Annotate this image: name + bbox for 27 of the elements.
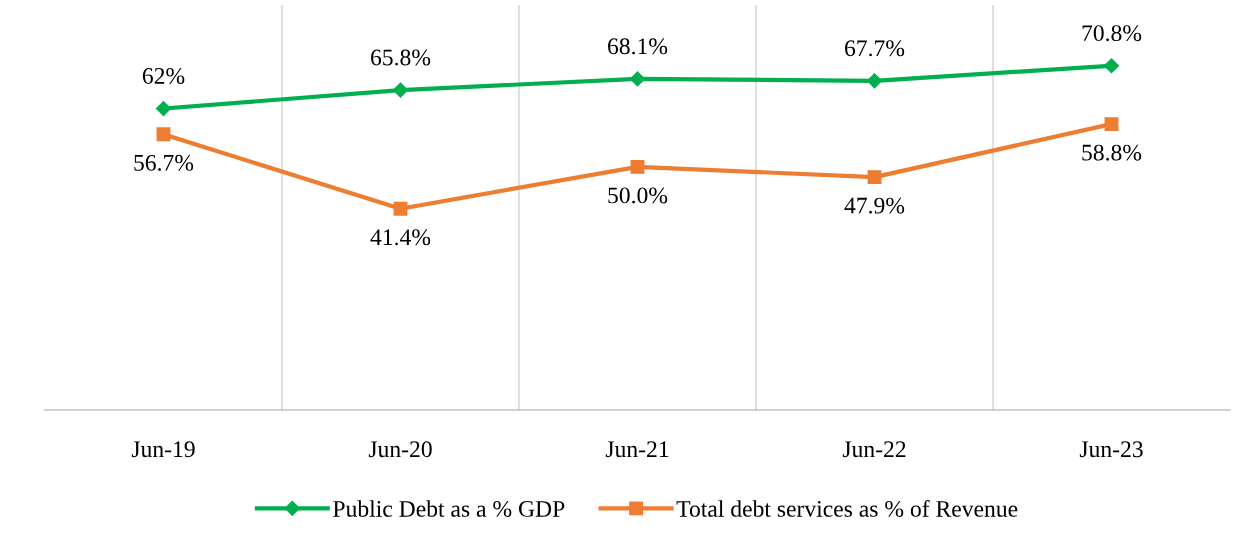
legend-label: Public Debt as a % GDP xyxy=(333,500,565,517)
data-label: 65.8% xyxy=(371,49,431,66)
x-tick-label: Jun-20 xyxy=(368,441,432,458)
point xyxy=(629,71,646,87)
point xyxy=(630,159,645,174)
point xyxy=(867,170,882,185)
data-label: 70.8% xyxy=(1082,25,1142,42)
x-tick-label: Jun-21 xyxy=(605,441,669,458)
point xyxy=(393,201,408,216)
data-label: 58.8% xyxy=(1082,144,1142,161)
x-tick-label: Jun-19 xyxy=(131,441,195,458)
x-tick-label: Jun-23 xyxy=(1079,441,1143,458)
data-label: 62% xyxy=(142,67,185,84)
point xyxy=(1104,117,1119,132)
data-label: 47.9% xyxy=(844,197,905,214)
point xyxy=(1103,58,1120,74)
data-label: 41.4% xyxy=(370,229,431,246)
point xyxy=(156,127,171,142)
data-label: 67.7% xyxy=(845,40,905,57)
data-label: 56.7% xyxy=(134,154,194,171)
data-label: 50.0% xyxy=(608,187,668,204)
point xyxy=(155,100,172,117)
legend-label: Total debt services as % of Revenue xyxy=(676,500,1018,517)
point xyxy=(866,73,883,89)
x-tick-label: Jun-22 xyxy=(842,441,906,458)
data-label: 68.1% xyxy=(608,38,668,55)
point xyxy=(392,82,409,98)
